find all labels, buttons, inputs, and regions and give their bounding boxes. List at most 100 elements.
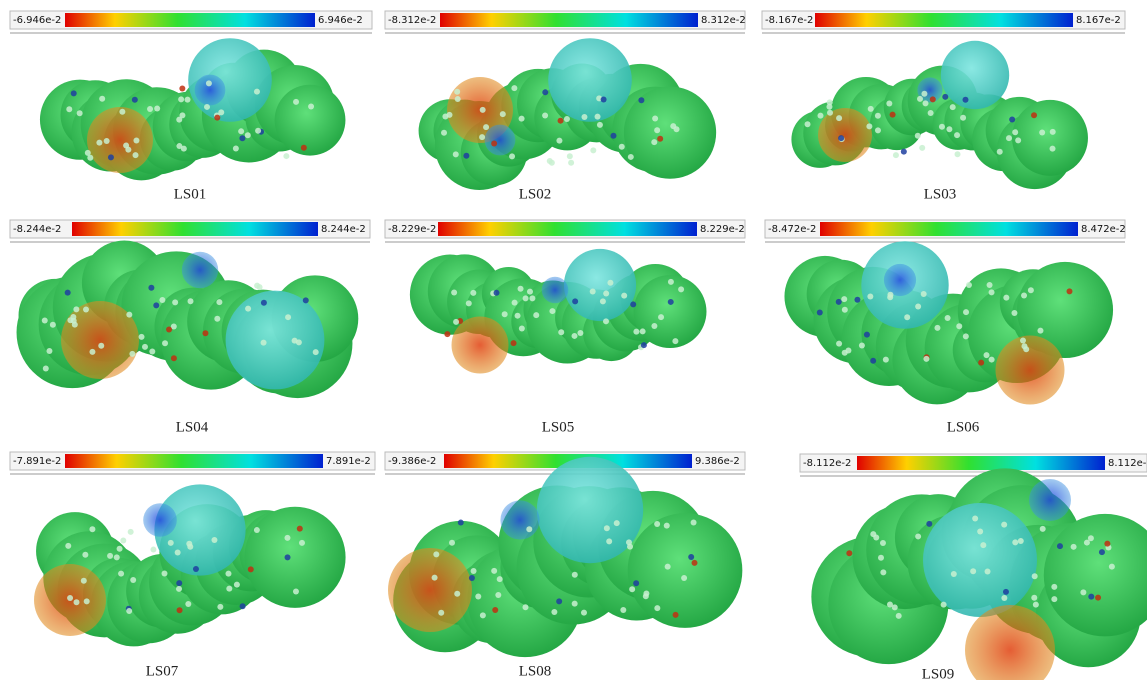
atom	[654, 521, 660, 527]
atom	[1084, 540, 1090, 546]
atom	[523, 295, 529, 301]
atom	[1031, 595, 1037, 601]
atom	[96, 140, 102, 146]
atom	[226, 586, 232, 592]
atom	[870, 358, 876, 364]
atom	[845, 347, 851, 353]
atom	[603, 318, 609, 324]
blue-region	[1029, 479, 1071, 521]
atom	[600, 298, 606, 304]
atom	[838, 135, 844, 141]
atom	[444, 331, 450, 337]
atom	[519, 116, 525, 122]
atom	[836, 341, 842, 347]
atom	[527, 289, 533, 295]
colorbar-min: -8.167e-2	[765, 15, 813, 26]
atom	[1028, 287, 1034, 293]
atom	[558, 329, 564, 335]
molecule-label: LS08	[519, 663, 552, 679]
atom	[1032, 573, 1038, 579]
atom	[626, 539, 632, 545]
atom	[285, 554, 291, 560]
atom	[1050, 129, 1056, 135]
atom	[188, 298, 194, 304]
atom	[1001, 522, 1007, 528]
atom	[915, 304, 921, 310]
atom	[867, 293, 873, 299]
molecule-label: LS09	[922, 666, 955, 680]
atom	[469, 575, 475, 581]
atom	[142, 344, 148, 350]
atom	[74, 599, 80, 605]
atom	[880, 569, 886, 575]
colorbar-max: 7.891e-2	[326, 456, 371, 467]
colorbar-max: 8.229e-2	[700, 224, 745, 235]
atom	[65, 543, 71, 549]
panel: -8.167e-28.167e-2LS03	[762, 11, 1125, 202]
atom	[922, 100, 928, 106]
atom	[471, 568, 477, 574]
atom	[186, 541, 192, 547]
atom	[43, 366, 49, 372]
panel: -8.112e-28.112e-2LS09	[800, 454, 1147, 680]
atom	[497, 576, 503, 582]
atom	[181, 146, 187, 152]
atom	[977, 529, 983, 535]
cyan-region	[226, 291, 325, 390]
atom	[500, 111, 506, 117]
atom	[148, 285, 154, 291]
atom	[1012, 129, 1018, 135]
atom	[581, 114, 587, 120]
atom	[217, 604, 223, 610]
red-region	[87, 107, 153, 173]
atom	[159, 297, 165, 303]
atom	[178, 96, 184, 102]
colorbar	[857, 456, 1105, 470]
molecule-label: LS03	[924, 186, 957, 202]
atom	[67, 317, 73, 323]
atom	[299, 540, 305, 546]
atom	[1109, 564, 1115, 570]
molecule-label: LS04	[176, 419, 209, 435]
atom	[285, 314, 291, 320]
molecule-surface	[17, 241, 359, 399]
colorbar-min: -8.112e-2	[803, 458, 851, 469]
atom	[542, 89, 548, 95]
atom	[883, 357, 889, 363]
atom	[997, 149, 1003, 155]
atom	[1051, 584, 1057, 590]
atom	[71, 90, 77, 96]
atom	[989, 289, 995, 295]
molecule-surface	[34, 484, 346, 646]
atom	[620, 607, 626, 613]
atom	[875, 127, 881, 133]
surface-lobe	[1012, 100, 1088, 176]
atom	[641, 342, 647, 348]
atom	[842, 307, 848, 313]
red-region	[818, 108, 872, 162]
atom	[960, 115, 966, 121]
blue-region	[195, 75, 226, 106]
atom	[841, 296, 847, 302]
atom	[987, 282, 993, 288]
atom	[896, 613, 902, 619]
atom	[664, 523, 670, 529]
atom	[245, 306, 251, 312]
atom	[946, 126, 952, 132]
atom	[921, 91, 927, 97]
atom	[172, 299, 178, 305]
blue-region	[182, 252, 218, 288]
atom	[303, 297, 309, 303]
atom	[1003, 295, 1009, 301]
atom	[491, 568, 497, 574]
atom	[892, 604, 898, 610]
atom	[572, 601, 578, 607]
atom	[590, 147, 596, 153]
atom	[568, 160, 574, 166]
colorbar-max: 8.472e-2	[1081, 224, 1126, 235]
molecule-label: LS01	[174, 186, 207, 202]
atom	[453, 151, 459, 157]
atom	[893, 152, 899, 158]
atom	[805, 121, 811, 127]
